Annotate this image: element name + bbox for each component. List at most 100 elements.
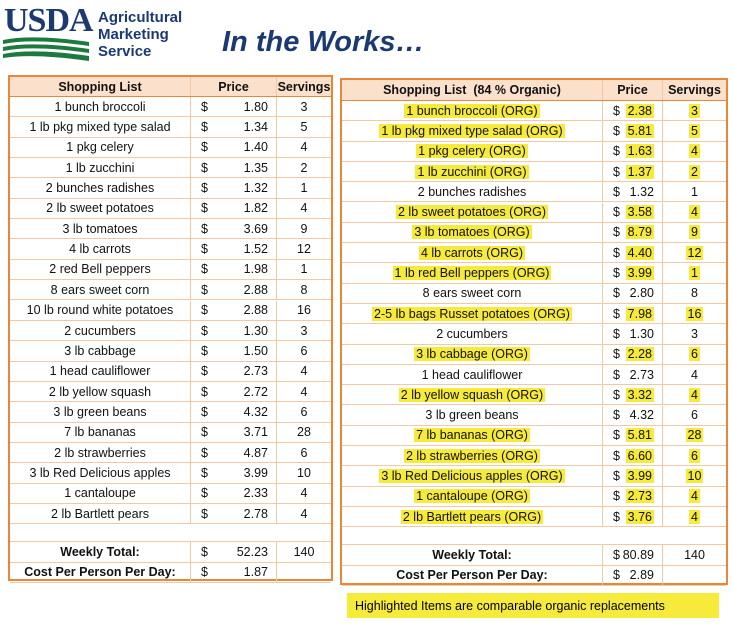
servings-cell: 1 bbox=[662, 263, 726, 283]
page-title: In the Works… bbox=[222, 26, 425, 58]
price-cell: $1.30 bbox=[602, 324, 662, 344]
currency: $ bbox=[613, 205, 620, 220]
servings: 12 bbox=[297, 242, 311, 257]
servings-cell: 6 bbox=[662, 344, 726, 364]
currency: $ bbox=[613, 448, 620, 463]
servings: 4 bbox=[689, 387, 700, 402]
price-cell: $1.80 bbox=[190, 97, 276, 117]
servings: 8 bbox=[300, 282, 308, 297]
item-cell: 2 bunches radishes bbox=[342, 182, 602, 201]
item-name: 3 lb tomatoes (ORG) bbox=[412, 225, 532, 240]
item-name: 2 cucumbers bbox=[436, 326, 508, 341]
servings-cell: 4 bbox=[276, 137, 331, 158]
servings-cell: 3 bbox=[662, 324, 726, 344]
price-cell: $2.73 bbox=[602, 486, 662, 506]
servings: 4 bbox=[691, 367, 698, 382]
servings: 6 bbox=[300, 343, 308, 358]
item-name: 1 lb zucchini (ORG) bbox=[415, 164, 529, 179]
item-name: 3 lb Red Delicious apples (ORG) bbox=[379, 469, 565, 484]
servings-cell: 3 bbox=[276, 320, 331, 341]
header-text: Shopping List (84 % Organic) bbox=[383, 83, 561, 97]
item-cell: 1 head cauliflower bbox=[342, 365, 602, 384]
column-header: Servings bbox=[662, 80, 726, 100]
servings: 10 bbox=[297, 465, 311, 480]
item-cell: 1 pkg celery (ORG) bbox=[342, 142, 602, 161]
price-cell: $8.79 bbox=[602, 222, 662, 243]
item-name: 4 lb carrots bbox=[69, 242, 131, 257]
per-person-row: Cost Per Person Per Day: $1.87 bbox=[10, 562, 331, 584]
price-cell: $4.40 bbox=[602, 243, 662, 263]
price-cell: $2.88 bbox=[190, 280, 276, 300]
item-row: 3 lb tomatoes (ORG) $8.79 9 bbox=[342, 222, 726, 244]
item-row: 3 lb cabbage $1.50 6 bbox=[10, 341, 331, 362]
price-cell: $2.33 bbox=[190, 483, 276, 503]
item-name: 2-5 lb bags Russet potatoes (ORG) bbox=[372, 306, 572, 321]
column-header: Price bbox=[602, 80, 662, 100]
servings: 6 bbox=[689, 448, 700, 463]
item-cell: 2 lb strawberries bbox=[10, 443, 190, 462]
servings: 4 bbox=[300, 486, 308, 501]
item-name: 2 lb yellow squash (ORG) bbox=[398, 387, 546, 402]
label-cell: Cost Per Person Per Day: bbox=[342, 566, 602, 585]
currency: $ bbox=[613, 489, 620, 504]
servings-cell: 16 bbox=[276, 300, 331, 320]
total-label: Weekly Total: bbox=[60, 545, 140, 560]
price: 2.38 bbox=[625, 103, 654, 118]
price: 4.32 bbox=[243, 404, 268, 419]
servings-cell: 12 bbox=[276, 239, 331, 259]
header-row: Shopping List Price Servings bbox=[10, 77, 331, 97]
price-cell: $3.32 bbox=[602, 385, 662, 405]
servings: 6 bbox=[691, 408, 698, 423]
price-cell: $2.80 bbox=[602, 283, 662, 303]
servings: 28 bbox=[685, 428, 704, 443]
item-row: 1 cantaloupe $2.33 4 bbox=[10, 483, 331, 504]
agency-line: Agricultural bbox=[98, 9, 183, 26]
item-row: 10 lb round white potatoes $2.88 16 bbox=[10, 300, 331, 321]
price-cell: $4.32 bbox=[602, 405, 662, 425]
servings-cell: 4 bbox=[276, 361, 331, 381]
price: 2.28 bbox=[625, 347, 654, 362]
item-name: 1 pkg celery bbox=[66, 140, 134, 155]
header-text: Price bbox=[218, 79, 249, 94]
item-row: 1 head cauliflower $2.73 4 bbox=[10, 361, 331, 382]
servings-cell: 3 bbox=[276, 97, 331, 117]
item-row: 1 lb pkg mixed type salad (ORG) $5.81 5 bbox=[342, 121, 726, 142]
currency: $ bbox=[201, 181, 208, 196]
item-cell: 2-5 lb bags Russet potatoes (ORG) bbox=[342, 304, 602, 323]
currency: $ bbox=[613, 428, 620, 443]
servings: 8 bbox=[691, 286, 698, 301]
currency: $ bbox=[201, 282, 208, 297]
currency: $ bbox=[201, 545, 208, 560]
servings-cell: 6 bbox=[662, 405, 726, 425]
item-row: 1 bunch broccoli (ORG) $2.38 3 bbox=[342, 101, 726, 122]
price-cell: $1.32 bbox=[190, 178, 276, 198]
servings: 12 bbox=[685, 245, 704, 260]
servings-cell: 2 bbox=[276, 158, 331, 178]
servings: 28 bbox=[297, 425, 311, 440]
price: 3.69 bbox=[243, 221, 268, 236]
item-cell: 1 lb zucchini bbox=[10, 158, 190, 177]
item-cell: 3 lb cabbage bbox=[10, 341, 190, 360]
item-cell: 2 lb yellow squash bbox=[10, 382, 190, 401]
price-cell: $3.99 bbox=[602, 466, 662, 486]
currency: $ bbox=[613, 306, 620, 321]
item-cell: 2 lb yellow squash (ORG) bbox=[342, 385, 602, 404]
agency-line: Service bbox=[98, 43, 152, 60]
price: 1.82 bbox=[243, 201, 268, 216]
currency: $ bbox=[201, 323, 208, 338]
servings: 1 bbox=[689, 266, 700, 281]
currency: $ bbox=[613, 123, 620, 138]
servings: 16 bbox=[685, 306, 704, 321]
servings-cell: 1 bbox=[276, 259, 331, 280]
price: 80.89 bbox=[622, 547, 654, 562]
servings: 1 bbox=[300, 262, 308, 277]
currency: $ bbox=[613, 144, 620, 159]
price: 2.73 bbox=[625, 489, 654, 504]
item-name: 2 bunches radishes bbox=[417, 184, 527, 199]
item-name: 1 lb pkg mixed type salad bbox=[29, 120, 171, 135]
item-name: 1 lb pkg mixed type salad (ORG) bbox=[379, 123, 565, 138]
table: Shopping List Price Servings 1 bunch brocco… bbox=[8, 75, 333, 584]
servings-cell: 4 bbox=[276, 504, 331, 524]
item-cell: 2 lb Bartlett pears bbox=[10, 504, 190, 523]
